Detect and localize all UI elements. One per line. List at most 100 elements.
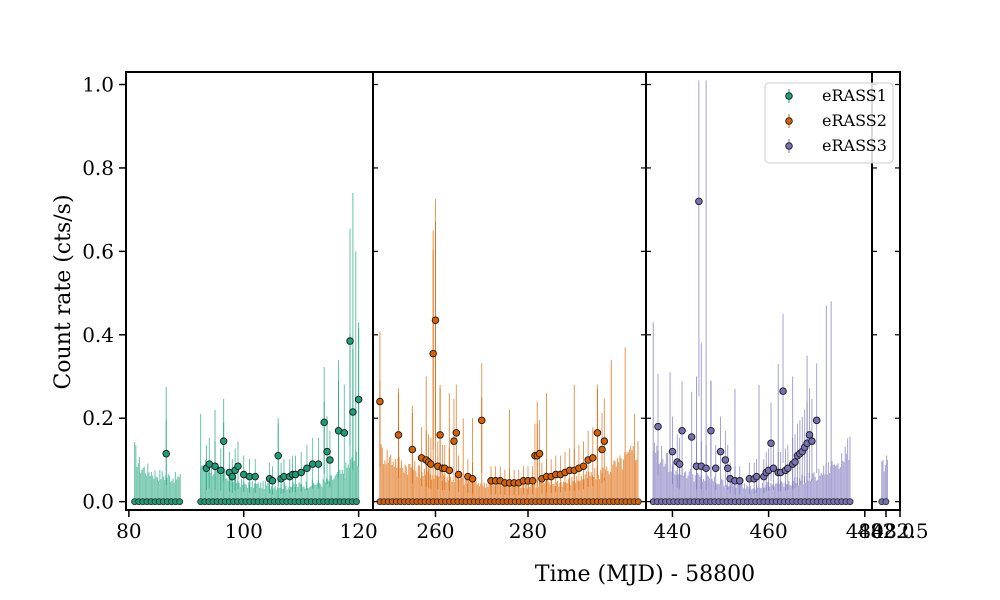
x-tick-label: 460 [750, 519, 788, 543]
y-tick-label: 0.0 [82, 490, 114, 514]
zero-point [176, 498, 184, 506]
x-tick-label: 120 [340, 519, 378, 543]
data-point [769, 464, 778, 473]
data-point [454, 470, 463, 479]
data-point [678, 426, 686, 435]
panel-4-marks [878, 455, 890, 506]
data-point [736, 477, 744, 485]
data-point [436, 431, 444, 439]
data-point [668, 447, 677, 456]
data-point [600, 437, 609, 445]
panel-1-marks [131, 192, 363, 506]
panel-2: 260 280 [372, 71, 647, 543]
x-tick-label: 480 [846, 519, 884, 543]
data-point [323, 447, 331, 456]
x-tick-label: 482.5 [871, 519, 928, 543]
data-point [326, 456, 334, 464]
y-tick-label: 1.0 [82, 73, 114, 97]
data-point [468, 474, 477, 483]
x-tick-label: 280 [509, 519, 547, 543]
data-point [429, 349, 437, 358]
data-point [303, 464, 311, 473]
panel-frame [125, 71, 374, 511]
zero-point [882, 498, 890, 506]
legend: eRASS1 eRASS2 eRASS3 [764, 82, 894, 164]
data-point [251, 472, 259, 481]
data-point [752, 472, 761, 481]
data-point [450, 437, 458, 445]
data-point [427, 460, 435, 468]
data-point [217, 466, 225, 475]
data-point [687, 433, 696, 441]
data-point [394, 431, 403, 439]
data-point [320, 418, 328, 427]
data-point [767, 439, 775, 448]
y-tick-label: 0.6 [82, 239, 114, 263]
legend-item-erass1: eRASS1 [785, 86, 887, 105]
data-point [721, 456, 730, 464]
data-point [297, 468, 305, 477]
x-axis-title: Time (MJD) - 58800 [535, 562, 755, 587]
data-point [234, 462, 242, 470]
x-tick-label: 100 [225, 519, 263, 543]
data-point [349, 408, 357, 416]
zero-point [353, 498, 360, 506]
data-point [723, 464, 732, 473]
data-point [535, 449, 544, 458]
data-point [408, 445, 417, 454]
legend-label: eRASS2 [822, 111, 887, 130]
data-point [314, 460, 323, 468]
legend-label: eRASS3 [822, 136, 887, 155]
data-point [346, 337, 354, 345]
data-point [593, 429, 602, 437]
data-point [598, 445, 606, 454]
panel-2-marks [376, 199, 642, 506]
data-point [675, 460, 684, 468]
legend-item-erass3: eRASS3 [785, 136, 887, 155]
data-point [805, 431, 814, 439]
data-point [784, 464, 792, 473]
legend-item-erass2: eRASS2 [785, 111, 887, 130]
data-point [268, 477, 277, 485]
data-point [702, 464, 710, 473]
data-point [219, 437, 228, 445]
data-point [452, 429, 461, 437]
data-point [579, 462, 588, 470]
data-point [707, 426, 715, 435]
x-tick-label: 482.0 [857, 519, 914, 543]
data-point [354, 395, 363, 404]
legend-box [764, 82, 894, 164]
data-point [812, 416, 821, 425]
data-point [654, 422, 662, 431]
x-tick-label: 80 [116, 519, 141, 543]
data-point [431, 316, 440, 324]
legend-marker [785, 142, 793, 150]
y-tick-label: 0.2 [82, 406, 114, 430]
data-point [376, 397, 384, 406]
data-point [528, 477, 537, 485]
data-point [211, 462, 219, 470]
zero-point [634, 498, 642, 506]
legend-label: eRASS1 [822, 86, 887, 105]
data-point [589, 454, 597, 462]
data-point [808, 437, 816, 445]
data-point [445, 466, 454, 475]
y-tick-label: 0.8 [82, 156, 114, 180]
data-point [711, 464, 720, 473]
y-tick-label: 0.4 [82, 323, 114, 347]
data-point [228, 472, 237, 481]
data-point [695, 197, 703, 206]
legend-marker [785, 92, 793, 100]
data-point [340, 429, 349, 437]
y-axis-title: Count rate (cts/s) [51, 194, 76, 389]
data-point [716, 447, 725, 456]
data-point [274, 452, 282, 460]
zero-point [846, 498, 854, 506]
x-tick-label: 260 [416, 519, 454, 543]
legend-marker [785, 117, 793, 125]
x-tick-label: 440 [653, 519, 691, 543]
data-point [791, 458, 799, 466]
